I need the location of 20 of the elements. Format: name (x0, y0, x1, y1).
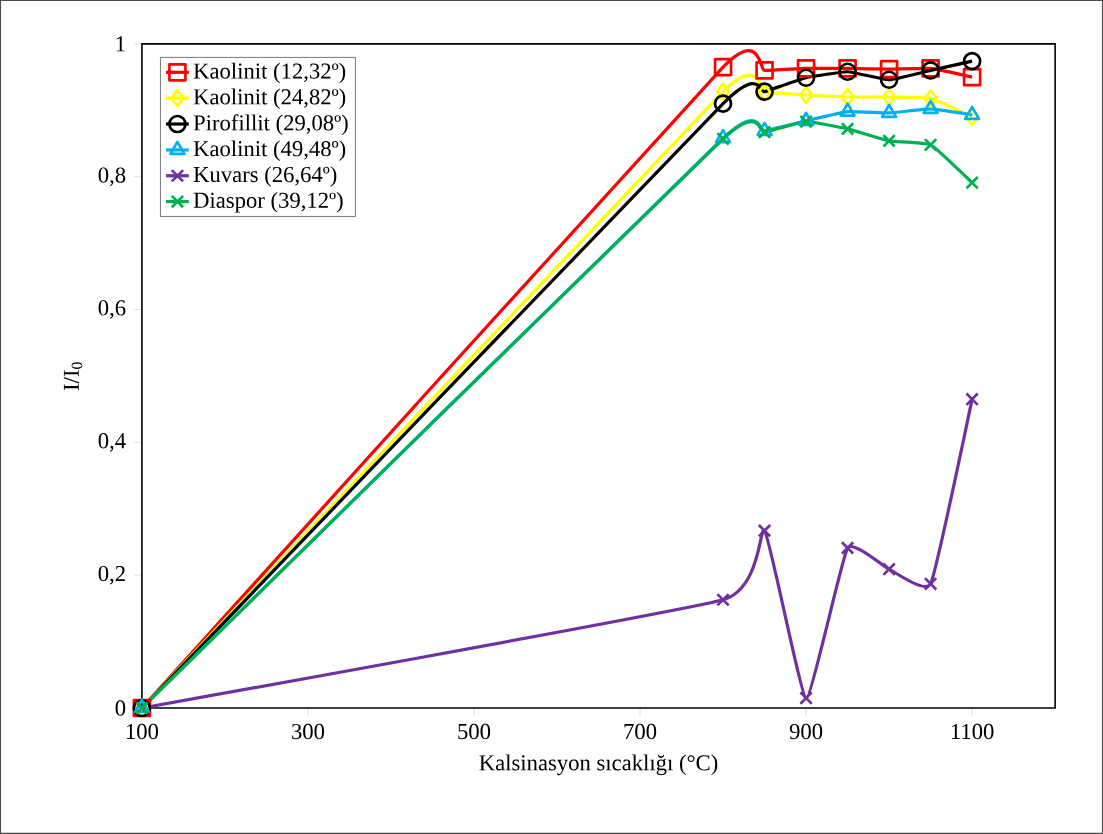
x-tick-label: 300 (292, 723, 325, 740)
legend-label: Kuvars (26,64º) (193, 166, 337, 187)
y-tick-label: 1 (116, 36, 125, 52)
y-tick-label: 0 (115, 700, 126, 716)
x-tick-label: 500 (458, 723, 491, 740)
legend-label: Kaolinit (24,82º) (193, 88, 346, 110)
x-tick-label: 1100 (951, 723, 994, 740)
y-tick-label: 0,2 (98, 565, 125, 585)
y-tick-label: 0,4 (98, 433, 126, 452)
legend-label: Kaolinit (49,48º) (193, 140, 346, 161)
x-axis-title: Kalsinasyon sıcaklığı (°C) (479, 754, 718, 776)
x-tick-label: 900 (789, 723, 823, 740)
x-tick-label: 100 (126, 723, 159, 740)
y-tick-label: 0,8 (98, 167, 126, 187)
legend-label: Diaspor (39,12º) (193, 192, 343, 213)
y-tick-label: 0,6 (98, 300, 126, 319)
y-axis-title: I/I$_{0}$ (63, 362, 83, 391)
x-tick-label: 700 (624, 723, 657, 740)
legend-label: Kaolinit (12,32º) (193, 62, 346, 84)
legend-label: Pirofillit (29,08º) (193, 114, 348, 136)
